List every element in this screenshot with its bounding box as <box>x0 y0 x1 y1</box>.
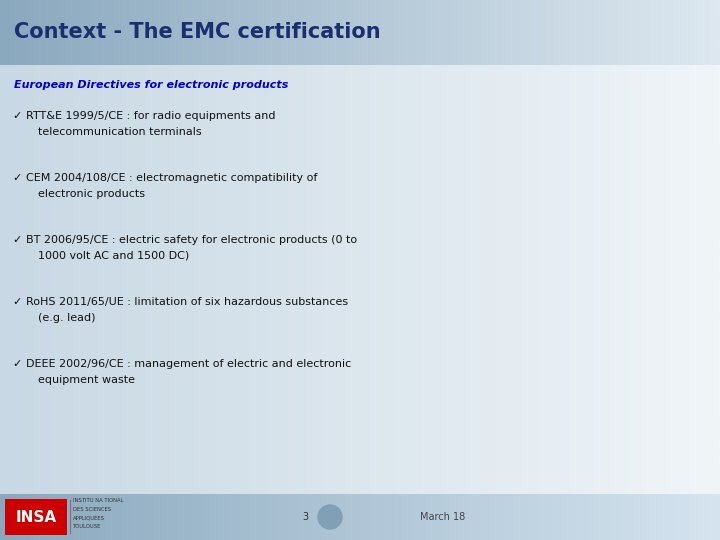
Text: 3: 3 <box>302 512 308 522</box>
Text: RTT&E 1999/5/CE : for radio equipments and: RTT&E 1999/5/CE : for radio equipments a… <box>26 111 276 121</box>
Text: DEEE 2002/96/CE : management of electric and electronic: DEEE 2002/96/CE : management of electric… <box>26 359 351 369</box>
Text: European Directives for electronic products: European Directives for electronic produ… <box>14 80 289 90</box>
Text: INSTITU NA TIONAL: INSTITU NA TIONAL <box>73 498 124 503</box>
Text: DES SCIENCES: DES SCIENCES <box>73 507 111 512</box>
FancyBboxPatch shape <box>5 499 67 535</box>
Text: equipment waste: equipment waste <box>38 375 135 385</box>
Text: ✓: ✓ <box>12 359 22 369</box>
Text: RoHS 2011/65/UE : limitation of six hazardous substances: RoHS 2011/65/UE : limitation of six haza… <box>26 297 348 307</box>
Text: ✓: ✓ <box>12 173 22 183</box>
Text: 1000 volt AC and 1500 DC): 1000 volt AC and 1500 DC) <box>38 251 189 261</box>
Text: electronic products: electronic products <box>38 189 145 199</box>
Text: INSA: INSA <box>15 510 57 524</box>
Text: March 18: March 18 <box>420 512 465 522</box>
Text: ✓: ✓ <box>12 297 22 307</box>
Text: telecommunication terminals: telecommunication terminals <box>38 127 202 137</box>
Text: ✓: ✓ <box>12 111 22 121</box>
Text: BT 2006/95/CE : electric safety for electronic products (0 to: BT 2006/95/CE : electric safety for elec… <box>26 235 357 245</box>
Text: ✓: ✓ <box>12 235 22 245</box>
Text: APPLIQUÉES: APPLIQUÉES <box>73 515 105 521</box>
Text: TOULOUSE: TOULOUSE <box>73 524 102 529</box>
Text: (e.g. lead): (e.g. lead) <box>38 313 96 323</box>
Text: Context - The EMC certification: Context - The EMC certification <box>14 22 381 42</box>
Circle shape <box>318 505 342 529</box>
Text: CEM 2004/108/CE : electromagnetic compatibility of: CEM 2004/108/CE : electromagnetic compat… <box>26 173 318 183</box>
